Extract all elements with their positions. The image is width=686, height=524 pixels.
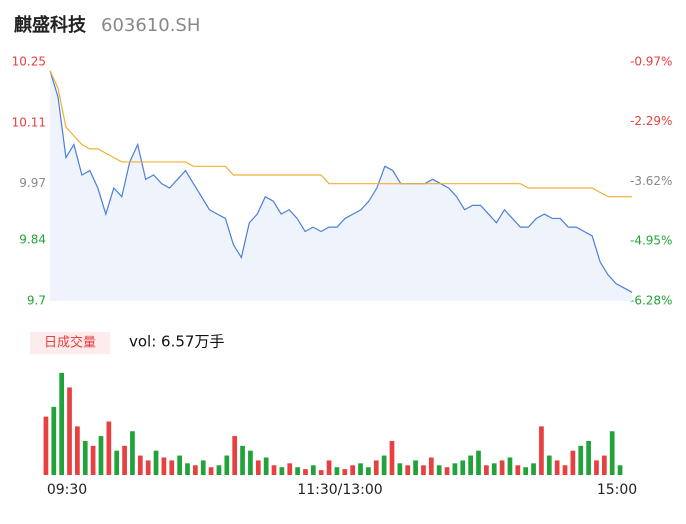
volume-bar [75,426,80,475]
price-area [50,70,632,301]
volume-bar [546,455,552,475]
volume-bar [303,469,308,475]
average-line [49,70,632,198]
volume-bar [169,460,175,475]
volume-bar [499,460,505,475]
volume-bar [562,465,568,475]
y-tick-label: 9.7 [27,294,46,308]
volume-bar [248,450,253,475]
volume-bar [342,469,348,475]
volume-bar [255,460,261,475]
y-tick-label: 10.25 [12,55,46,69]
volume-bar [452,463,458,475]
volume-bar [224,455,230,475]
volume-bar [193,465,198,475]
volume-bar [232,436,238,475]
volume-bar [334,467,340,475]
x-tick-label: 15:00 [597,482,637,498]
volume-bar [145,460,151,475]
volume-bar [413,460,418,475]
volume-bar [106,421,112,475]
volume-bar [539,426,544,475]
volume-bar [122,445,127,475]
volume-text: vol: 6.57万手 [129,333,224,351]
volume-bar [444,467,450,475]
volume-bar [177,455,182,475]
y2-tick-label: -6.28% [630,294,672,308]
volume-bar [515,465,521,475]
volume-bar [200,460,206,475]
volume-bar [601,455,607,475]
y-tick-label: 9.84 [19,233,46,247]
volume-bar [397,463,403,475]
price-line [49,70,633,293]
volume-bar [271,465,277,475]
volume-bar [578,445,584,475]
volume-bar [554,460,560,475]
volume-bar [98,436,104,475]
x-tick-label: 09:30 [47,482,87,498]
volume-bar [609,431,615,475]
volume-bar [326,460,332,475]
legend-label: 日成交量 [44,335,96,351]
volume-bar [279,467,285,475]
y2-tick-label: -2.29% [630,114,672,128]
y2-tick-label: -4.95% [630,234,672,248]
volume-bar [114,450,120,475]
volume-bar [287,463,293,475]
volume-bar [43,416,49,475]
volume-bar [185,463,190,475]
y-tick-label: 9.97 [19,176,46,190]
volume-bar [263,457,269,475]
volume-bar [389,440,395,475]
chart-subtitle: 603610.SH [101,15,200,36]
volume-bar [468,455,473,475]
volume-bar [153,450,159,475]
volume-bar [428,457,434,475]
volume-bar [67,387,72,475]
volume-bar [350,465,356,475]
y2-tick-label: -0.97% [630,55,672,69]
volume-bar [90,445,96,475]
volume-bar [476,450,481,475]
volume-bar [507,457,513,475]
volume-bar [617,465,623,475]
y2-tick-label: -3.62% [630,174,672,188]
volume-bar [137,455,143,475]
volume-bar [366,467,371,475]
volume-bar [460,460,466,475]
volume-bar [436,465,442,475]
volume-bar [523,467,529,475]
volume-bar [491,463,497,475]
volume-bar [295,467,300,475]
volume-bar [570,450,576,475]
volume-bar [594,460,599,475]
volume-bar [358,463,363,475]
volume-bar [82,440,88,475]
volume-bar [208,467,214,475]
legend-box [30,332,110,354]
volume-bar [421,465,426,475]
volume-bar [531,463,536,475]
volume-bar [373,460,379,475]
volume-bar [161,457,167,475]
volume-bar [130,431,135,475]
volume-bar [51,406,57,475]
volume-bar [405,465,411,475]
volume-bar [586,440,591,475]
chart-title: 麒盛科技 [14,14,87,36]
volume-bar [310,465,316,475]
volume-bar [318,470,324,475]
x-tick-label: 11:30/13:00 [297,482,382,498]
volume-bar [216,465,222,475]
volume-bar [59,372,65,475]
volume-bar [484,465,489,475]
volume-bar [381,455,387,475]
y-tick-label: 10.11 [12,115,46,129]
volume-bar [240,445,245,475]
